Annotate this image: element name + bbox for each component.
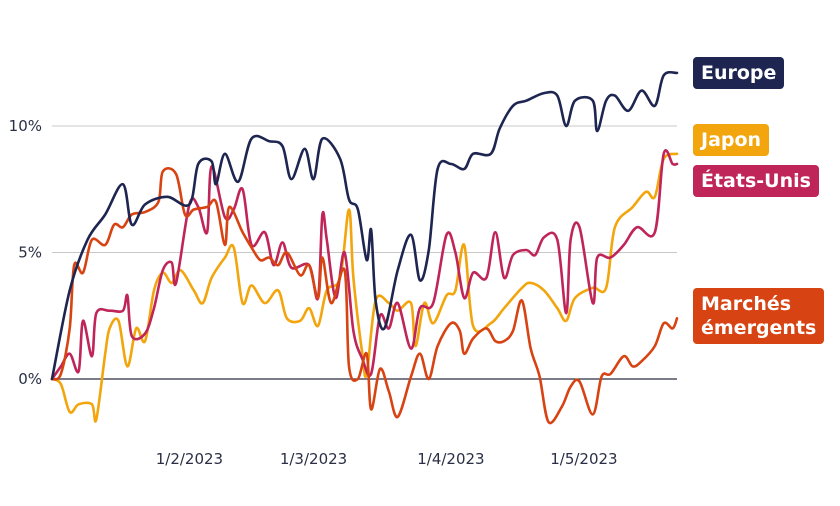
label-line-1: Marchés <box>701 293 792 315</box>
x-tick-label: 1/4/2023 <box>417 450 484 468</box>
series-line-2 <box>50 149 679 381</box>
x-tick-label: 1/2/2023 <box>156 450 223 468</box>
series-line-3 <box>50 167 679 425</box>
label-line-2: émergents <box>701 317 817 339</box>
label-etats-unis: États-Unis <box>693 165 819 197</box>
tick-labels: 0% 5% 10% 1/2/2023 1/3/2023 1/4/2023 1/5/2023 <box>9 117 618 468</box>
series-line-1 <box>50 152 679 423</box>
y-tick-label: 10% <box>9 117 42 135</box>
y-tick-label: 0% <box>18 370 42 388</box>
label-marches-emergents: Marchés émergents <box>693 288 825 344</box>
series-line-0 <box>50 70 679 381</box>
y-tick-label: 5% <box>18 244 42 262</box>
x-tick-label: 1/3/2023 <box>280 450 347 468</box>
series-lines <box>50 70 679 425</box>
x-tick-label: 1/5/2023 <box>550 450 617 468</box>
label-europe: Europe <box>693 57 785 89</box>
label-japon: Japon <box>693 124 770 156</box>
